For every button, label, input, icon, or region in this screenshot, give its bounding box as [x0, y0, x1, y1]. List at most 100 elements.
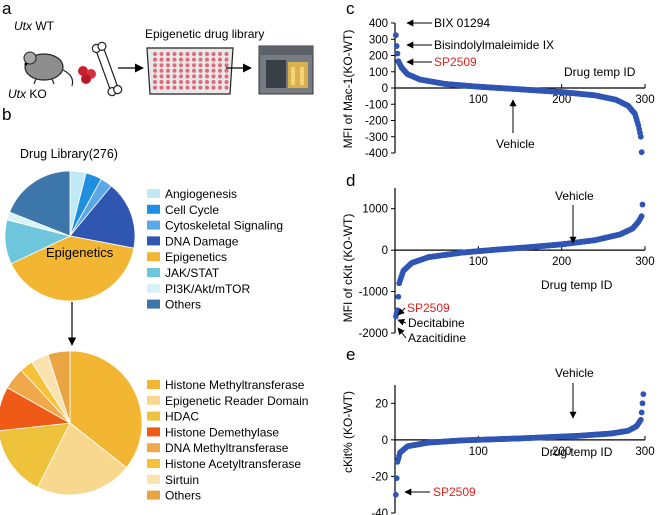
label-azacitidine: Azacitidine: [408, 331, 466, 345]
label-vehicle-d: Vehicle: [555, 189, 594, 203]
data-point: [639, 400, 646, 407]
legend-label: DNA Damage: [165, 234, 239, 248]
label-decitabine: Decitabine: [408, 316, 465, 330]
label-sp2509-e: SP2509: [433, 485, 476, 499]
plate-well: [159, 80, 164, 84]
plate-well: [172, 52, 177, 56]
panel-e-ylabel: cKit% (KO-WT): [341, 391, 355, 473]
legend-label: Cell Cycle: [165, 203, 219, 217]
legend-swatch: [147, 474, 160, 484]
plate-well: [205, 80, 209, 84]
plate-well: [211, 80, 216, 84]
plate-well: [192, 63, 196, 68]
y-tick-label: 0: [382, 83, 388, 95]
plate-well: [159, 68, 164, 73]
plate-well: [224, 74, 229, 79]
plate-well: [172, 85, 177, 90]
pie-slice-1: [37, 422, 128, 496]
y-tick-label: 20: [375, 398, 388, 410]
plate-well: [185, 74, 190, 79]
legend-swatch: [147, 252, 160, 262]
bottom-pie-legend: Histone Methyltransferase Epigenetic Read…: [147, 378, 308, 503]
plate-well: [185, 85, 190, 90]
y-tick-label: -20: [371, 471, 388, 483]
ko-strain-label: Utx KO: [8, 87, 47, 101]
cells-icon: [78, 66, 96, 84]
flow-cytometer-icon: [258, 45, 314, 95]
plate-well: [153, 74, 157, 79]
legend-label: JAK/STAT: [165, 266, 220, 280]
plate-well: [192, 52, 196, 56]
label-bix01294: BIX 01294: [434, 16, 490, 30]
plate-well: [192, 85, 196, 90]
data-point: [394, 307, 401, 314]
legend-label: Sirtuin: [165, 473, 199, 487]
x-tick-label: 200: [552, 446, 571, 458]
plate-well: [224, 63, 229, 68]
data-point: [394, 50, 401, 57]
legend-swatch: [147, 459, 160, 468]
plate-well: [172, 63, 177, 68]
plate-well: [198, 57, 203, 62]
legend-label: Epigenetics: [165, 250, 227, 264]
plate-well: [218, 74, 222, 79]
panel-c-letter: c: [346, 0, 355, 18]
panel-a: a Utx WT Utx KO Epigenetic drug libra: [2, 0, 314, 101]
plate-well: [159, 57, 164, 62]
plate-well: [166, 63, 170, 68]
library-label: Epigenetic drug library: [145, 27, 264, 41]
legend-swatch: [147, 189, 160, 198]
legend-swatch: [147, 268, 160, 277]
mouse-icon: [23, 51, 74, 87]
data-point: [637, 416, 644, 423]
plate-well: [211, 57, 216, 62]
panel-d-letter: d: [346, 171, 355, 190]
data-point: [640, 391, 647, 398]
plate-well: [192, 68, 196, 73]
x-tick-label: 300: [635, 446, 654, 458]
legend-swatch: [147, 283, 160, 293]
plate-well: [211, 63, 216, 68]
y-tick-label: 1000: [362, 204, 388, 216]
plate-well: [218, 85, 222, 90]
plate-well: [198, 68, 203, 73]
y-tick-label: 400: [369, 18, 388, 30]
plate-well: [211, 68, 216, 73]
x-tick-label: 300: [635, 256, 654, 268]
drug-library-title: Drug Library(276): [20, 147, 118, 161]
plate-well: [179, 85, 183, 90]
label-vehicle-c: Vehicle: [496, 137, 535, 151]
x-tick-label: 200: [552, 256, 571, 268]
plate-well: [166, 74, 170, 79]
plate-well: [153, 52, 157, 56]
label-vehicle-e: Vehicle: [555, 366, 594, 380]
legend-swatch: [147, 395, 160, 405]
y-tick-label: -40: [371, 508, 388, 515]
data-point: [638, 213, 645, 220]
plate-well: [205, 68, 209, 73]
legend-swatch: [147, 299, 160, 309]
plate-well: [172, 57, 177, 62]
legend-swatch: [147, 220, 160, 230]
legend-label: Others: [165, 298, 201, 312]
plate-well: [166, 80, 170, 84]
plate-well: [153, 63, 157, 68]
pie-slice-3: [69, 185, 136, 249]
y-tick-label: -400: [365, 148, 388, 160]
pie-slice-4: [10, 235, 135, 302]
plate-well: [205, 57, 209, 62]
plate-well: [185, 52, 190, 56]
panel-c: c 400 300 200 100 0 -100 -200 -300 -400 100 200 300…: [341, 0, 655, 160]
bone-icon: [91, 41, 123, 97]
legend-swatch: [147, 443, 160, 453]
plate-well: [224, 57, 229, 62]
x-tick-label: 100: [469, 256, 488, 268]
y-tick-label: -2000: [359, 328, 388, 340]
x-tick-label: 100: [469, 446, 488, 458]
plate-well: [172, 68, 177, 73]
plate-well: [198, 74, 203, 79]
legend-label: DNA Methyltransferase: [165, 441, 289, 455]
arrow-decitabine: [397, 318, 407, 326]
